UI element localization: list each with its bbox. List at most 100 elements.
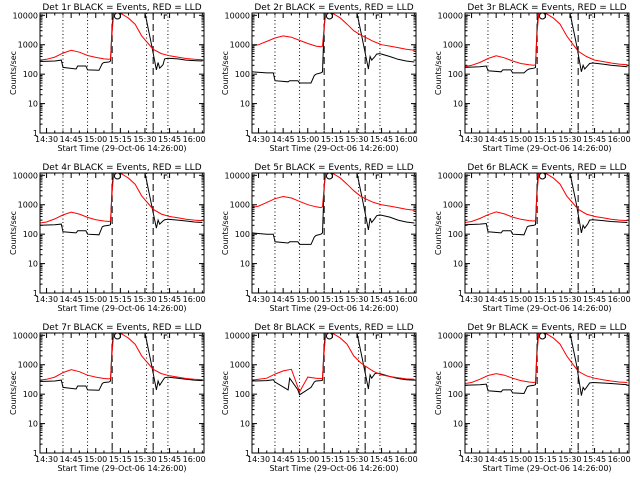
- y-tick-label: 100: [235, 230, 250, 239]
- attenuator-circle-marker: [538, 332, 546, 340]
- axes-frame: [39, 172, 205, 294]
- x-tick-label: 14:45: [60, 455, 83, 464]
- lld-series-line: [40, 173, 203, 224]
- events-series-line: [465, 13, 628, 74]
- y-axis-label: Counts/sec: [9, 51, 18, 95]
- panel-title: Det 9r BLACK = Events, RED = LLD: [467, 323, 626, 333]
- x-tick-label: 15:15: [534, 455, 557, 464]
- x-tick-label: 14:30: [247, 135, 270, 144]
- y-tick-label: 10: [28, 260, 38, 269]
- y-tick-label: 1000: [230, 201, 250, 210]
- plot-area: [252, 333, 415, 453]
- attenuator-circle-marker: [113, 332, 121, 340]
- x-tick-label: 15:15: [321, 455, 344, 464]
- x-tick-label: 15:00: [296, 135, 319, 144]
- y-tick-label: 10: [28, 100, 38, 109]
- x-tick-label: 14:30: [247, 455, 270, 464]
- y-tick-label: 1000: [18, 361, 38, 370]
- x-tick-label: 15:15: [109, 295, 132, 304]
- panel-title: Det 4r BLACK = Events, RED = LLD: [42, 163, 201, 173]
- x-tick-label: 16:00: [183, 455, 206, 464]
- y-tick-label: 100: [23, 230, 38, 239]
- axes-frame: [464, 12, 630, 134]
- x-tick-label: 14:30: [247, 295, 270, 304]
- y-tick-label: 1: [245, 129, 250, 138]
- x-tick-label: 15:00: [509, 455, 532, 464]
- x-axis-label: Start Time (29-Oct-06 14:26:00): [482, 144, 611, 153]
- x-tick-label: 15:45: [158, 455, 181, 464]
- y-tick-label: 1000: [443, 41, 463, 50]
- axes-frame: [464, 332, 630, 454]
- y-axis-label: Counts/sec: [221, 371, 230, 415]
- panel-5: Det 5r BLACK = Events, RED = LLD 1 10 100 10…: [221, 163, 418, 313]
- saa-flag-marker: [163, 334, 168, 339]
- y-tick-label: 10000: [13, 171, 38, 180]
- x-tick-label: 15:45: [158, 135, 181, 144]
- x-tick-label: 15:45: [370, 135, 393, 144]
- x-tick-label: 15:15: [109, 135, 132, 144]
- attenuator-circle-marker: [325, 332, 333, 340]
- saa-flag-marker: [375, 174, 380, 179]
- lld-series-line: [252, 173, 415, 211]
- axes-frame: [251, 332, 417, 454]
- y-tick-label: 10: [240, 420, 250, 429]
- events-series-line: [40, 333, 203, 391]
- panel-title: Det 3r BLACK = Events, RED = LLD: [467, 3, 626, 13]
- x-tick-label: 14:45: [272, 135, 295, 144]
- events-series-line: [40, 173, 203, 236]
- x-tick-label: 16:00: [608, 295, 631, 304]
- y-tick-label: 1000: [18, 201, 38, 210]
- x-tick-label: 15:00: [296, 455, 319, 464]
- events-series-line: [252, 173, 415, 245]
- lld-series-line: [252, 333, 415, 393]
- y-tick-label: 10000: [438, 331, 463, 340]
- events-series-line: [252, 13, 415, 84]
- axes-frame: [251, 12, 417, 134]
- y-tick-label: 1000: [230, 41, 250, 50]
- x-tick-label: 15:30: [558, 455, 581, 464]
- y-tick-label: 10000: [13, 331, 38, 340]
- plot-area: [465, 173, 628, 293]
- x-tick-label: 15:30: [133, 455, 156, 464]
- y-tick-label: 10000: [225, 11, 250, 20]
- y-tick-label: 1000: [18, 41, 38, 50]
- panel-1: Det 1r BLACK = Events, RED = LLD 1 10 100 10…: [9, 3, 206, 153]
- y-tick-label: 1: [458, 449, 463, 458]
- x-tick-label: 15:00: [84, 455, 107, 464]
- y-axis-label: Counts/sec: [221, 211, 230, 255]
- panel-title: Det 6r BLACK = Events, RED = LLD: [467, 163, 626, 173]
- plot-area: [252, 13, 415, 133]
- lld-series-line: [465, 333, 628, 384]
- x-tick-label: 15:00: [509, 135, 532, 144]
- attenuator-circle-marker: [113, 12, 121, 20]
- x-tick-label: 16:00: [395, 135, 418, 144]
- x-tick-label: 16:00: [395, 295, 418, 304]
- y-tick-label: 1000: [443, 361, 463, 370]
- saa-flag-marker: [588, 14, 593, 19]
- x-tick-label: 15:15: [534, 135, 557, 144]
- attenuator-circle-marker: [113, 172, 121, 180]
- saa-flag-marker: [588, 334, 593, 339]
- y-tick-label: 10: [240, 260, 250, 269]
- x-tick-label: 16:00: [395, 455, 418, 464]
- axes-frame: [251, 172, 417, 294]
- x-tick-label: 15:30: [345, 295, 368, 304]
- lld-series-line: [40, 13, 203, 61]
- y-tick-label: 1: [245, 289, 250, 298]
- lld-series-line: [40, 333, 203, 381]
- saa-flag-marker: [375, 14, 380, 19]
- x-tick-label: 15:45: [370, 455, 393, 464]
- x-axis-label: Start Time (29-Oct-06 14:26:00): [482, 304, 611, 313]
- x-tick-label: 14:30: [35, 135, 58, 144]
- y-tick-label: 10: [453, 260, 463, 269]
- x-tick-label: 14:30: [35, 455, 58, 464]
- y-tick-label: 10: [453, 100, 463, 109]
- x-axis-label: Start Time (29-Oct-06 14:26:00): [269, 464, 398, 473]
- x-tick-label: 14:45: [272, 455, 295, 464]
- plot-area: [40, 333, 203, 453]
- y-tick-label: 10000: [225, 331, 250, 340]
- events-series-line: [40, 13, 203, 71]
- x-tick-label: 14:30: [460, 295, 483, 304]
- x-tick-label: 15:00: [84, 295, 107, 304]
